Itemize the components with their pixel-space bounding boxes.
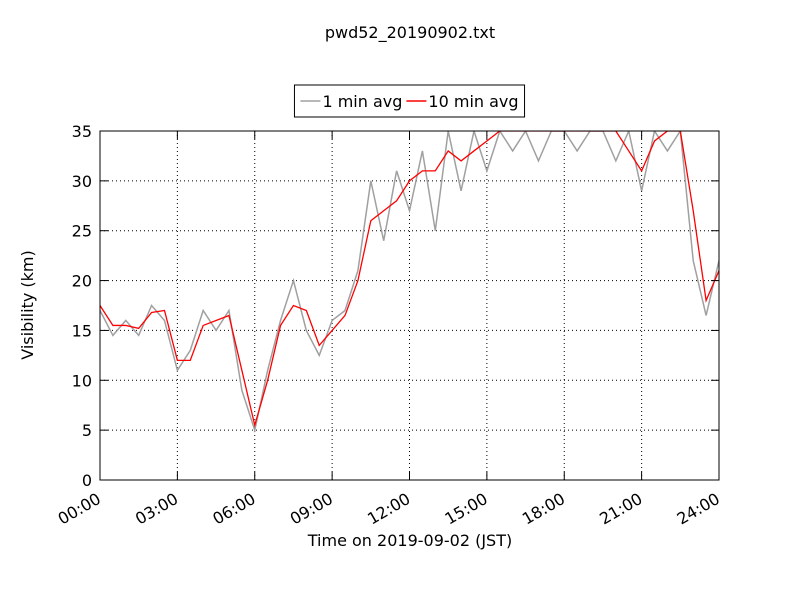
y-tick-label: 5 (82, 421, 92, 440)
y-tick-label: 20 (72, 272, 92, 291)
legend-label: 10 min avg (428, 92, 518, 111)
y-tick-label: 10 (72, 371, 92, 390)
plot-area (100, 131, 719, 434)
chart-title: pwd52_20190902.txt (325, 23, 495, 43)
y-tick-label: 0 (82, 471, 92, 490)
y-tick-label: 30 (72, 172, 92, 191)
y-axis-label: Visibility (km) (18, 250, 37, 359)
y-tick-label: 15 (72, 321, 92, 340)
series-line (100, 131, 719, 428)
legend-label: 1 min avg (322, 92, 402, 111)
y-tick-label: 25 (72, 222, 92, 241)
series-line (100, 131, 719, 434)
x-axis-label: Time on 2019-09-02 (JST) (307, 531, 512, 550)
y-tick-label: 35 (72, 122, 92, 141)
legend: 1 min avg 10 min avg (293, 84, 526, 118)
